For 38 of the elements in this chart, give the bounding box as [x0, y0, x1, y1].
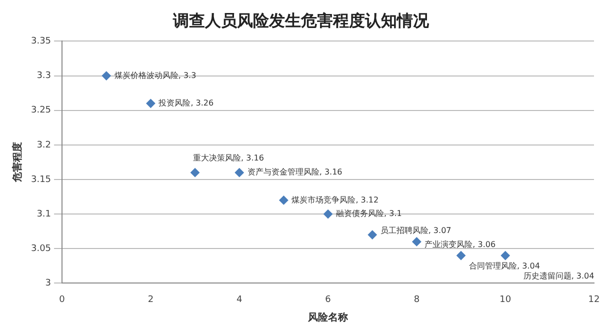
- y-tick-label: 3.1: [36, 209, 52, 220]
- data-label: 煤炭市场竞争风险, 3.12: [292, 195, 379, 204]
- point: [456, 251, 466, 260]
- y-tick-label: 3.25: [30, 106, 52, 116]
- point: [412, 237, 422, 246]
- data-label: 重大决策风险, 3.16: [193, 154, 264, 163]
- point: [190, 168, 200, 178]
- x-tick-label: 8: [414, 294, 420, 305]
- x-tick-label: 10: [500, 294, 512, 305]
- point: [368, 230, 377, 240]
- x-tick-label: 12: [588, 294, 600, 305]
- data-label: 员工招聘风险, 3.07: [380, 226, 452, 235]
- point: [146, 98, 156, 108]
- data-label: 煤炭价格波动风险, 3.3: [114, 70, 196, 80]
- y-tick-label: 3: [45, 278, 52, 289]
- point: [102, 71, 111, 80]
- point: [324, 210, 333, 219]
- data-label: 产业演变风险, 3.06: [424, 240, 496, 249]
- x-tick-label: 4: [236, 294, 242, 305]
- y-tick-label: 3.15: [30, 174, 52, 185]
- data-label: 资产与资金管理风险, 3.16: [247, 168, 342, 177]
- x-axis-title: 风险名称: [307, 312, 350, 324]
- point: [500, 251, 510, 260]
- point: [279, 196, 288, 205]
- point: [234, 168, 244, 178]
- y-axis-title: 危害程度: [12, 142, 24, 184]
- data-label: 历史遗留问题, 3.04: [523, 272, 594, 281]
- chart-title: 调查人员风险发生危害程度认知情况: [172, 10, 430, 30]
- y-tick-label: 3.05: [30, 244, 52, 254]
- x-tick-label: 2: [148, 294, 154, 305]
- data-label: 投资风险, 3.26: [158, 98, 214, 108]
- y-tick-label: 3.35: [30, 36, 52, 47]
- x-tick-label: 0: [59, 294, 66, 305]
- y-tick-label: 3.3: [36, 71, 52, 82]
- x-tick-label: 6: [325, 294, 332, 305]
- data-label: 融资债务风险, 3.1: [336, 209, 402, 218]
- y-tick-label: 3.2: [36, 140, 52, 150]
- data-label: 合同管理风险, 3.04: [469, 262, 540, 271]
